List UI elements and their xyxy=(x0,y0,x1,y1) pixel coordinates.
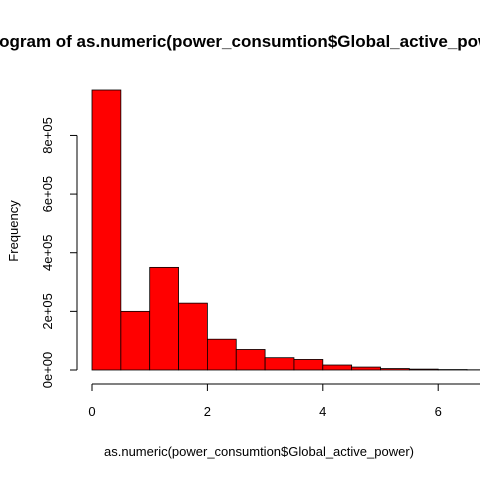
y-tick-label-3: 6e+05 xyxy=(40,176,55,213)
histogram-bar-4 xyxy=(206,338,237,371)
histogram-bar-9 xyxy=(351,366,381,371)
histogram-bar-5 xyxy=(235,349,266,371)
histogram-bar-2 xyxy=(149,266,179,371)
y-tick-label-0: 0e+00 xyxy=(40,352,55,389)
y-axis-label: Frequency xyxy=(6,200,21,262)
x-tick-label-2: 4 xyxy=(319,404,326,419)
histogram-bar-0 xyxy=(91,89,122,371)
x-axis: 0246810 xyxy=(88,383,480,419)
y-axis: 0e+00 2e+05 4e+05 6e+05 8e+05 xyxy=(40,117,78,389)
histogram-bar-8 xyxy=(322,364,353,371)
histogram-bar-6 xyxy=(264,357,295,371)
histogram-bar-11 xyxy=(408,368,439,371)
y-tick-label-4: 8e+05 xyxy=(40,117,55,154)
x-tick-label-1: 2 xyxy=(204,404,211,419)
bars-group xyxy=(91,89,480,371)
x-tick-label-3: 6 xyxy=(435,404,442,419)
chart-title: Histogram of as.numeric(power_consumtion… xyxy=(0,32,480,51)
x-axis-label: as.numeric(power_consumtion$Global_activ… xyxy=(104,444,414,459)
y-tick-label-2: 4e+05 xyxy=(40,234,55,271)
histogram-bar-7 xyxy=(293,359,324,371)
histogram-bar-10 xyxy=(380,368,410,371)
x-tick-label-0: 0 xyxy=(88,404,95,419)
histogram-bar-3 xyxy=(178,302,208,371)
histogram-bar-1 xyxy=(120,310,151,371)
y-tick-label-1: 2e+05 xyxy=(40,293,55,330)
